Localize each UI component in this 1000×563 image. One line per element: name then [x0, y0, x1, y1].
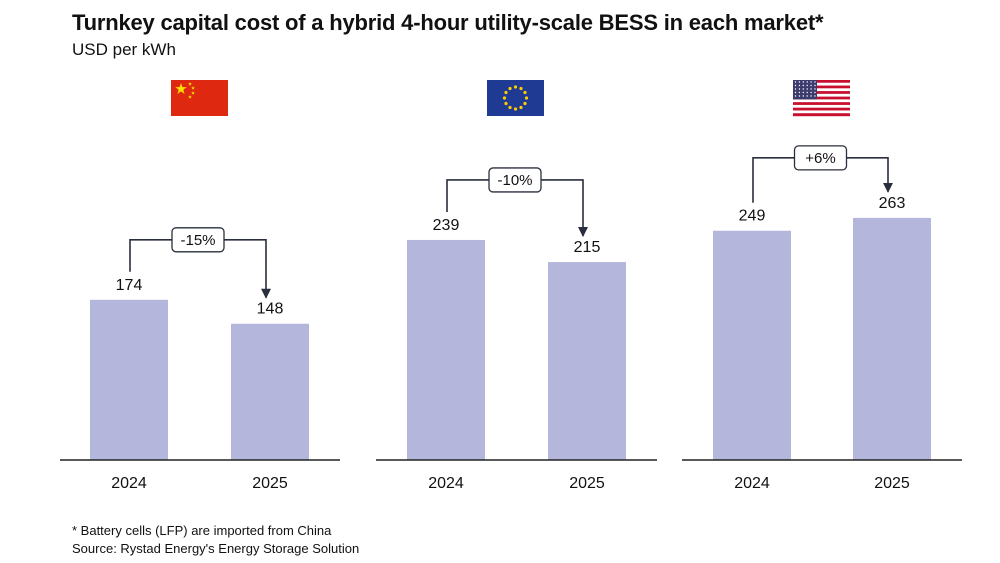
us-flag-star [802, 91, 804, 94]
change-label: +6% [805, 150, 835, 167]
us-flag-star [802, 84, 804, 87]
change-label-box [171, 227, 225, 253]
us-flag-star [810, 81, 812, 83]
eu-flag-star [504, 101, 508, 106]
us-flag [793, 80, 850, 117]
x-tick-label: 2024 [428, 475, 464, 492]
us-flag-star [798, 84, 801, 87]
china-flag-small-star [191, 86, 195, 90]
us-flag-star [794, 84, 797, 87]
us-flag-stripe [793, 88, 850, 92]
us-flag-star [806, 88, 808, 90]
us-flag-stripe [793, 113, 850, 117]
panel-united-states: 249 2024 263 2025 +6% [682, 80, 962, 492]
us-flag-star [806, 95, 808, 97]
us-flag-star [814, 88, 816, 90]
us-flag-stripe [793, 110, 850, 114]
eu-flag-star [523, 90, 527, 95]
change-label: -10% [497, 172, 532, 189]
us-flag-star [810, 88, 812, 90]
value-label: 148 [257, 301, 284, 318]
us-flag-star [794, 88, 797, 90]
us-flag-stripe [793, 80, 850, 83]
eu-flag-star [502, 96, 507, 100]
us-flag-star [814, 91, 816, 94]
us-flag-star [806, 81, 808, 83]
value-label: 249 [739, 208, 766, 225]
us-flag-star [798, 91, 801, 94]
change-label-box [488, 167, 542, 193]
us-flag-star [798, 95, 801, 97]
us-flag-star [798, 88, 801, 90]
x-tick-label: 2024 [734, 475, 770, 492]
us-flag-stripe [793, 96, 850, 100]
change-label: -15% [180, 232, 215, 249]
us-flag-star [806, 91, 808, 94]
bar-2024 [407, 239, 485, 460]
us-flag-star [814, 95, 816, 97]
bar-2024 [713, 230, 791, 460]
us-flag-stripe [793, 93, 850, 97]
china-flag-small-star [188, 82, 192, 86]
china-flag-big-star [175, 83, 187, 94]
us-flag-star [794, 81, 797, 83]
china-flag [171, 80, 228, 116]
us-flag-stripe [793, 85, 850, 89]
us-flag-star [802, 95, 804, 97]
us-flag-stripe [793, 99, 850, 103]
eu-flag-star [508, 105, 512, 110]
us-flag-star [814, 81, 816, 83]
us-flag-star [802, 88, 804, 90]
x-tick-label: 2025 [252, 475, 288, 492]
eu-flag-star [504, 90, 508, 95]
footnote-source: Source: Rystad Energy's Energy Storage S… [72, 541, 360, 556]
footnotes: * Battery cells (LFP) are imported from … [72, 522, 359, 558]
footnote-note: * Battery cells (LFP) are imported from … [72, 523, 332, 538]
china-flag-small-star [191, 91, 195, 95]
us-flag-stripe [793, 102, 850, 106]
x-tick-label: 2025 [874, 475, 910, 492]
us-flag-canton [793, 80, 817, 100]
eu-flag-star [508, 86, 512, 91]
eu-flag-star [524, 96, 529, 100]
eu-flag-star [519, 86, 523, 91]
eu-flag-star [513, 107, 518, 111]
us-flag-star [798, 81, 801, 83]
eu-flag-star [519, 105, 523, 110]
eu-flag-star [523, 101, 527, 106]
us-flag-stripe [793, 104, 850, 108]
eu-flag [487, 80, 544, 116]
change-label-box [793, 145, 848, 171]
us-flag-star [806, 84, 808, 87]
china-flag-field [171, 80, 228, 116]
value-label: 263 [879, 195, 906, 212]
chart-title: Turnkey capital cost of a hybrid 4-hour … [72, 10, 824, 35]
value-label: 174 [116, 277, 143, 294]
us-flag-star [814, 84, 816, 87]
us-flag-star [794, 91, 797, 94]
bar-2024 [90, 299, 168, 460]
us-flag-star [810, 84, 812, 87]
bar-2025 [231, 323, 309, 460]
chart-subtitle: USD per kWh [72, 40, 176, 59]
us-flag-stripe [793, 91, 850, 95]
china-flag-small-star [188, 95, 192, 99]
eu-flag-star [513, 85, 518, 89]
us-flag-star [810, 95, 812, 97]
panel-china: 174 2024 148 2025 -15% [60, 80, 340, 492]
us-flag-star [802, 81, 804, 83]
value-label: 215 [574, 239, 601, 256]
x-tick-label: 2024 [111, 475, 147, 492]
bar-2025 [548, 262, 626, 460]
x-tick-label: 2025 [569, 475, 605, 492]
us-flag-star [810, 91, 812, 94]
value-label: 239 [433, 217, 460, 234]
us-flag-star [794, 95, 797, 97]
panel-europe: 239 2024 215 2025 -10% [376, 80, 657, 492]
us-flag-stripe [793, 107, 850, 111]
bar-2025 [853, 217, 931, 460]
us-flag-stripe [793, 82, 850, 86]
